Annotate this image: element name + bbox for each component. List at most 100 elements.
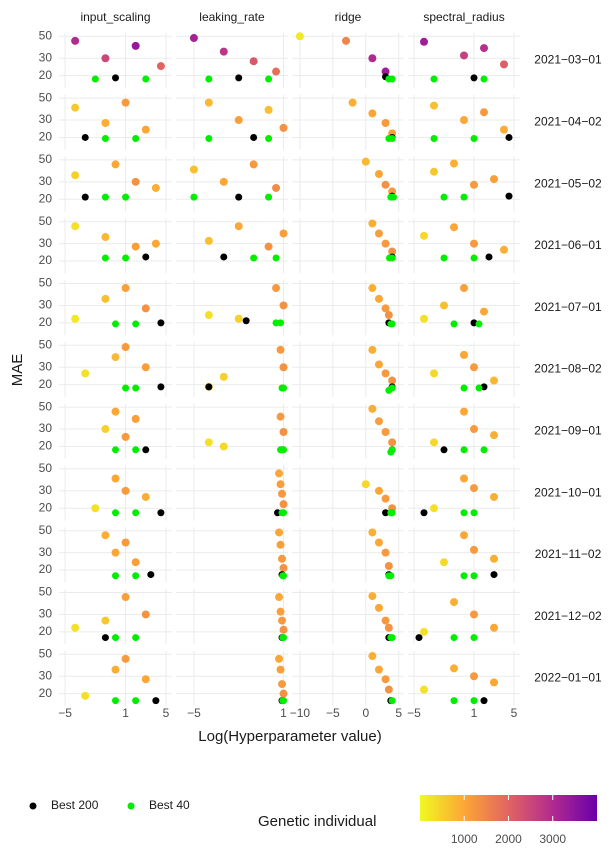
point (101, 425, 110, 434)
point (490, 492, 498, 501)
x-tick-label: −5 (326, 706, 340, 720)
best-200-point (101, 634, 109, 642)
row-strip-label: 2021−03−01 (534, 53, 602, 67)
panel (292, 465, 404, 521)
panel (408, 156, 520, 212)
point (276, 480, 285, 489)
x-tick-label: 1 (280, 706, 287, 720)
best-40-point (132, 697, 140, 705)
point (272, 284, 281, 293)
colorbar-title: Genetic individual (258, 813, 376, 830)
best-200-point (112, 74, 119, 82)
best-40-point (460, 384, 468, 392)
point (131, 558, 140, 567)
panel (292, 342, 404, 397)
point (388, 247, 397, 256)
point (381, 494, 390, 503)
panel (59, 589, 172, 645)
point (278, 554, 287, 563)
panel (408, 589, 520, 645)
best-40-point (385, 572, 393, 580)
point (101, 616, 110, 625)
point (156, 62, 165, 71)
point (361, 157, 370, 166)
point (71, 623, 80, 632)
best-40-point (388, 384, 396, 392)
y-tick-label: 20 (39, 130, 53, 144)
point (381, 304, 390, 313)
point (131, 41, 140, 50)
y-tick-label: 30 (39, 174, 53, 188)
point (204, 438, 213, 447)
y-tick-label: 50 (39, 585, 53, 599)
panel (176, 403, 288, 459)
point (470, 545, 478, 554)
best-40-point (388, 254, 396, 262)
point (368, 592, 377, 601)
legend-label: Best 200 (51, 798, 99, 812)
point (101, 54, 110, 63)
point (374, 603, 383, 612)
x-tick-label: 5 (395, 706, 402, 720)
panel (59, 651, 172, 706)
best-40-point (470, 135, 478, 143)
point (131, 242, 140, 251)
panel (408, 94, 520, 150)
point (101, 119, 110, 128)
point (151, 239, 160, 248)
best-200-point (220, 253, 228, 261)
point (219, 442, 228, 451)
best-40-point (265, 75, 273, 83)
panel (176, 94, 288, 150)
best-200-point (157, 319, 165, 327)
point (111, 353, 120, 362)
point (278, 680, 287, 689)
panel (176, 589, 288, 645)
panel (59, 527, 172, 583)
point (430, 101, 438, 110)
best-200-point (480, 697, 488, 705)
point (71, 103, 80, 112)
panel (408, 403, 520, 459)
panel (292, 218, 404, 274)
best-40-point (101, 254, 109, 262)
point (470, 180, 478, 189)
point (249, 160, 258, 169)
point (141, 304, 150, 313)
point (189, 34, 198, 43)
point (219, 177, 228, 186)
column-strip-label: leaking_rate (199, 10, 265, 24)
best-200-point (157, 509, 165, 517)
best-40-point (132, 446, 140, 454)
point (368, 528, 377, 537)
panel (59, 156, 172, 212)
point (381, 239, 390, 248)
best-200-point (81, 193, 89, 201)
panel (59, 465, 172, 521)
point (141, 363, 150, 372)
best-40-point (280, 509, 288, 517)
best-40-point (387, 193, 395, 201)
point (450, 598, 458, 607)
point (121, 593, 130, 602)
best-40-point (470, 697, 478, 705)
y-tick-label: 20 (39, 68, 53, 82)
column-strip-label: ridge (335, 10, 362, 24)
point (430, 167, 438, 176)
x-axis-title: Log(Hyperparameter value) (198, 728, 381, 745)
point (189, 165, 198, 174)
legend-marker (127, 802, 135, 810)
best-40-point (460, 193, 468, 201)
point (276, 540, 285, 549)
panel (176, 280, 288, 336)
panel (292, 403, 404, 459)
panel (408, 527, 520, 583)
best-40-point (132, 634, 140, 642)
point (279, 689, 288, 698)
point (470, 239, 478, 248)
best-40-point (388, 75, 396, 83)
best-200-point (420, 509, 428, 517)
best-40-point (122, 193, 130, 201)
point (141, 610, 150, 619)
panel (176, 218, 288, 274)
